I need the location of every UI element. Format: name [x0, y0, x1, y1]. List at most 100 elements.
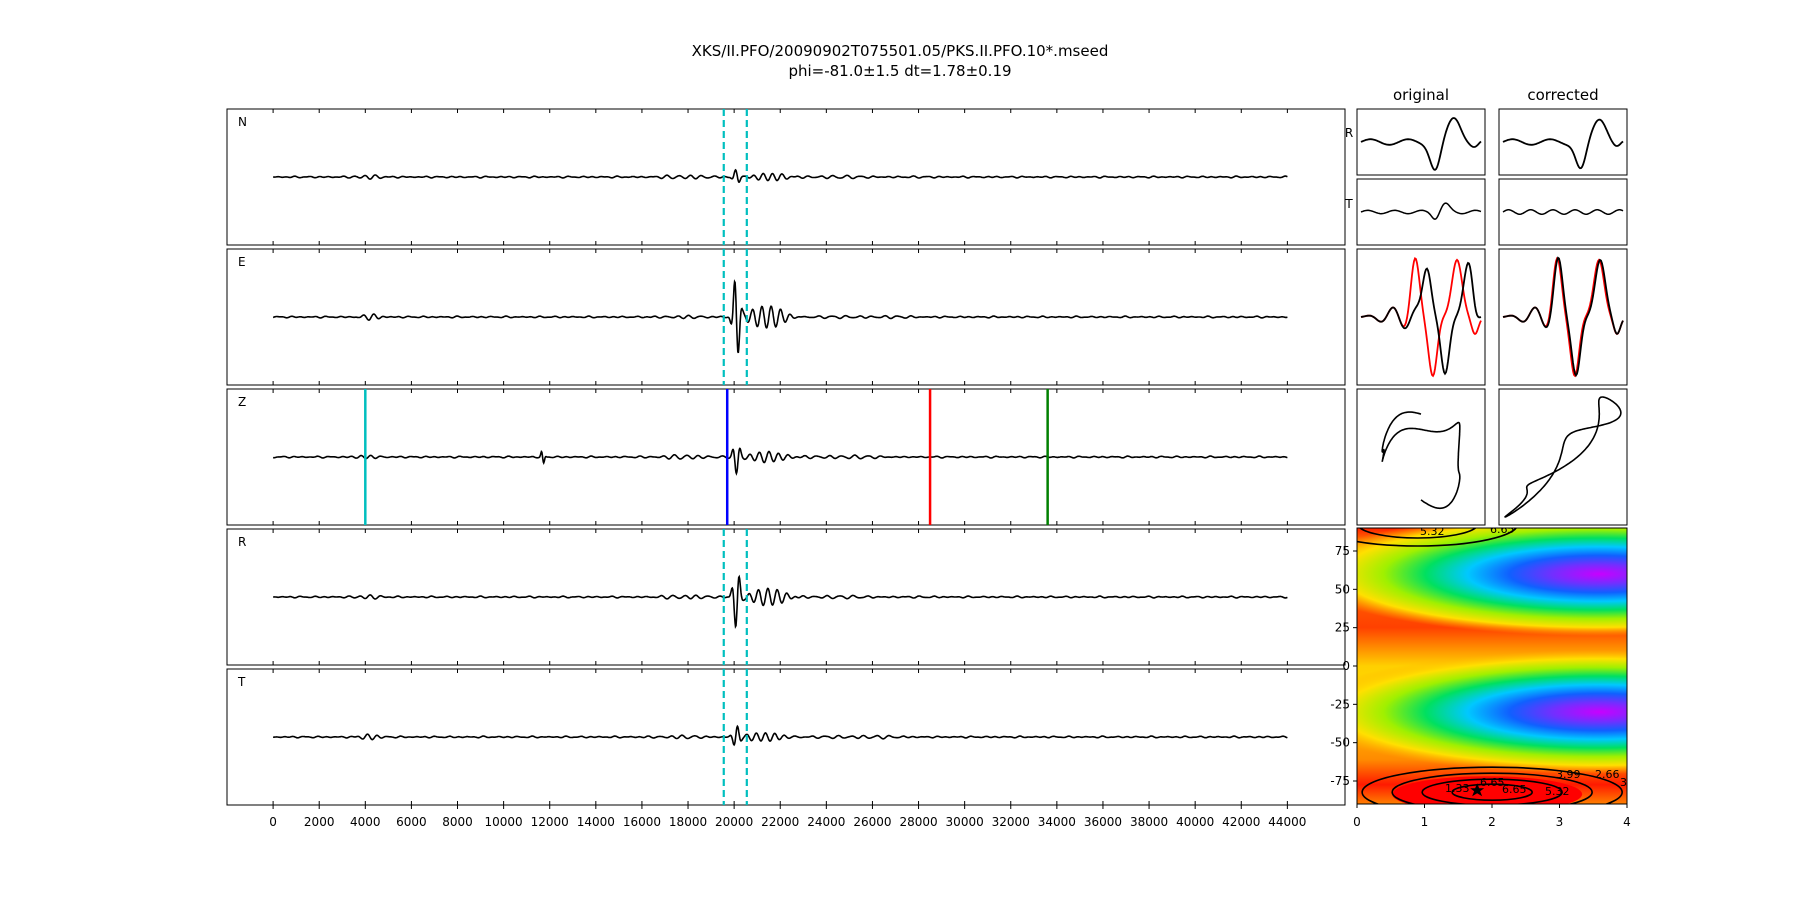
x-tick-label: 0: [269, 815, 277, 829]
contour-line: [1357, 528, 1518, 547]
particle-motion: [1381, 411, 1461, 510]
contour-label: 3.99: [1620, 776, 1645, 789]
trace-panel-r: R: [226, 528, 1346, 666]
trace-label-z: Z: [238, 395, 246, 409]
contour-line: [1391, 772, 1593, 804]
contour-label: 6.65: [1480, 776, 1505, 789]
seismogram-traces: N E Z R T 0 2000 4000 6000 8000 10000 12000 14000 160…: [226, 108, 1346, 829]
y-tick-label: -75: [1330, 774, 1350, 788]
x-tick-label: 12000: [531, 815, 569, 829]
compare-frame: [1498, 108, 1628, 176]
column-title-original: original: [1393, 86, 1449, 104]
x-tick-label: 3: [1556, 815, 1564, 829]
contour-label: 6.65: [1490, 523, 1515, 536]
x-tick-label: 24000: [807, 815, 845, 829]
x-tick-label: 20000: [715, 815, 753, 829]
compare-frame: [1498, 248, 1628, 386]
compare-frame: [1356, 178, 1486, 246]
compare-frame: [1498, 388, 1628, 526]
figure-subtitle: phi=-81.0±1.5 dt=1.78±0.19: [788, 62, 1012, 80]
best-fit-marker: [1470, 783, 1485, 797]
x-tick-label: 42000: [1222, 815, 1260, 829]
trace-panel-n: N: [226, 108, 1346, 246]
trace-label-e: E: [238, 255, 246, 269]
contour-line: [1451, 783, 1533, 802]
compare-panel: [1498, 248, 1628, 386]
y-tick-label: 75: [1335, 544, 1350, 558]
contour-label: 3.99: [1556, 768, 1581, 781]
reference-wave: [1360, 261, 1482, 376]
y-tick-label: 0: [1342, 659, 1350, 673]
transverse-wave: [1502, 209, 1624, 215]
y-tick-label: 25: [1335, 621, 1350, 635]
contour-line: [1361, 766, 1623, 804]
compare-panel: [1356, 178, 1486, 246]
x-tick-label: 16000: [623, 815, 661, 829]
compare-panel: [1498, 108, 1628, 176]
particle-motion: [1503, 396, 1622, 518]
x-tick-label: 32000: [992, 815, 1030, 829]
x-tick-label: 14000: [577, 815, 615, 829]
trace-panel-e: E: [226, 248, 1346, 386]
contour-label: 5.32: [1545, 785, 1570, 798]
contour-line: [1421, 778, 1563, 804]
x-tick-label: 1: [1421, 815, 1429, 829]
contour-label: 6.65: [1502, 783, 1527, 796]
x-tick-label: 4: [1623, 815, 1631, 829]
radial-wave: [1502, 118, 1624, 170]
x-tick-label: 36000: [1084, 815, 1122, 829]
y-tick-label: -25: [1330, 697, 1350, 711]
compare-panel: [1356, 108, 1486, 176]
x-tick-label: 6000: [396, 815, 427, 829]
reference-wave: [1502, 256, 1624, 377]
compare-panel: [1356, 388, 1486, 526]
row-label-t: T: [1344, 197, 1353, 211]
waveform-comparison-panels: original corrected R T: [1344, 86, 1628, 526]
heatmap-lobe: [1357, 528, 1627, 636]
heatmap-lobe: [1357, 650, 1627, 774]
waveform-z: [272, 447, 1288, 476]
x-tick-label: 38000: [1130, 815, 1168, 829]
y-tick-label: 50: [1335, 582, 1350, 596]
contour-label: 2.66: [1595, 768, 1620, 781]
x-tick-label: 2000: [304, 815, 335, 829]
contour-label: 1.33: [1445, 782, 1470, 795]
transverse-wave: [1360, 202, 1482, 220]
contour-line: [1359, 528, 1477, 539]
x-tick-label: 22000: [761, 815, 799, 829]
waveform-e: [272, 279, 1288, 354]
compare-frame: [1356, 108, 1486, 176]
column-title-corrected: corrected: [1527, 86, 1598, 104]
compare-panel: [1356, 248, 1486, 386]
trace-label-r: R: [238, 535, 246, 549]
compare-panel: [1498, 178, 1628, 246]
x-tick-label: 4000: [350, 815, 381, 829]
x-tick-label: 2: [1488, 815, 1496, 829]
radial-wave: [1360, 117, 1482, 171]
figure-title: XKS/II.PFO/20090902T075501.05/PKS.II.PFO…: [691, 42, 1109, 60]
x-tick-label: 18000: [669, 815, 707, 829]
heatmap-surface: 5.32 6.653.99 2.661.33 6.65 5.323.996.65: [1357, 523, 1645, 804]
x-tick-label: 34000: [1038, 815, 1076, 829]
compare-panel: [1498, 388, 1628, 526]
energy-grid-plot: 5.32 6.653.99 2.661.33 6.65 5.323.996.650 1 2 3…: [1330, 523, 1645, 829]
trace-panel-z: Z: [226, 388, 1346, 526]
trace-label-n: N: [238, 115, 247, 129]
x-tick-label: 8000: [442, 815, 473, 829]
compare-frame: [1356, 248, 1486, 386]
y-tick-label: -50: [1330, 736, 1350, 750]
compare-frame: [1498, 178, 1628, 246]
contour-label: 5.32: [1420, 525, 1445, 538]
compare-frame: [1356, 388, 1486, 526]
x-tick-label: 26000: [853, 815, 891, 829]
x-tick-label: 30000: [946, 815, 984, 829]
waveform-t: [273, 724, 1288, 747]
waveform-r: [272, 574, 1288, 630]
trace-label-t: T: [237, 675, 246, 689]
x-tick-label: 10000: [485, 815, 523, 829]
x-tick-label: 40000: [1176, 815, 1214, 829]
x-tick-label: 44000: [1268, 815, 1306, 829]
trace-panel-t: T: [226, 668, 1346, 806]
row-label-r: R: [1345, 126, 1353, 140]
